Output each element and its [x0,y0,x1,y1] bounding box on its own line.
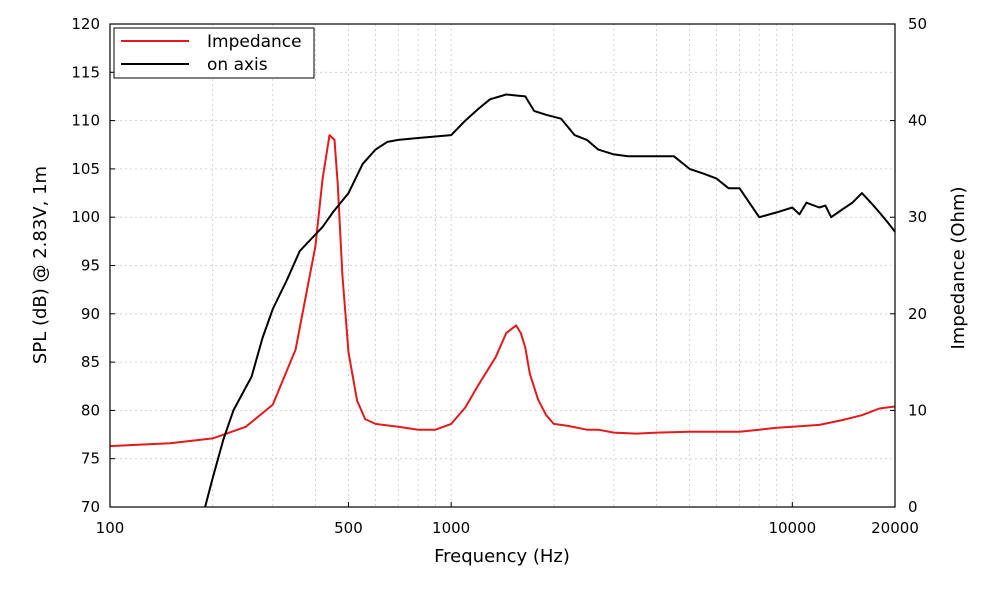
grid-lines [110,24,895,507]
series-layer [109,93,896,508]
series-line-impedance [109,134,896,448]
y-right-tick-label: 10 [908,401,927,419]
x-tick-label: 500 [334,519,363,537]
y-left-tick-label: 85 [81,353,100,371]
y-right-tick-label: 20 [908,305,927,323]
y-left-tick-label: 70 [81,498,100,516]
x-axis-title: Frequency (Hz) [434,546,570,567]
y-right-tick-label: 0 [908,498,918,516]
series-line-on-axis [204,93,896,508]
y-left-tick-label: 75 [81,450,100,468]
legend-label-impedance: Impedance [207,32,302,52]
y-axis-left-title: SPL (dB) @ 2.83V, 1m [30,166,51,364]
y-left-tick-label: 80 [81,401,100,419]
y-left-tick-label: 100 [71,208,100,226]
legend-box [113,27,315,79]
y-left-tick-label: 120 [71,15,100,33]
x-tick-label: 20000 [871,519,919,537]
x-tick-label: 100 [96,519,125,537]
y-right-tick-label: 40 [908,112,927,130]
legend-label-on-axis: on axis [207,55,268,75]
legend: Impedance on axis [113,27,315,79]
y-right-tick-label: 50 [908,15,927,33]
y-right-tick-label: 30 [908,208,927,226]
y-left-tick-label: 95 [81,257,100,275]
y-axis-right-title: Impedance (Ohm) [948,186,969,349]
x-tick-label: 10000 [768,519,816,537]
y-left-tick-label: 90 [81,305,100,323]
axis-ticks: 100 500 1000 10000 2000070758085909510010511… [71,15,927,537]
x-tick-label: 1000 [432,519,470,537]
y-left-tick-label: 105 [71,160,100,178]
y-left-tick-label: 110 [71,112,100,130]
y-left-tick-label: 115 [71,63,100,81]
